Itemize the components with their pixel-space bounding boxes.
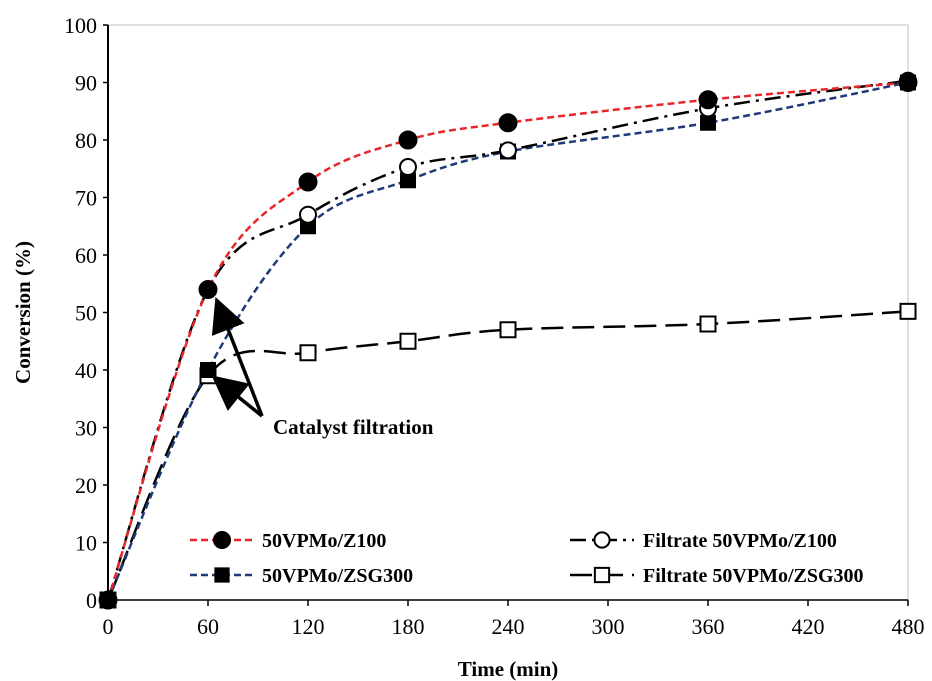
annotation-arrow xyxy=(211,375,264,418)
annotation-label: Catalyst filtration xyxy=(273,415,434,439)
legend-label: 50VPMo/Z100 xyxy=(262,530,386,552)
data-point xyxy=(198,280,218,299)
data-point xyxy=(299,205,317,224)
legend-label: 50VPMo/ZSG300 xyxy=(262,565,413,587)
y-tick-label: 30 xyxy=(75,416,97,441)
data-point xyxy=(898,73,918,92)
legend-label: Filtrate 50VPMo/Z100 xyxy=(643,530,837,552)
x-tick-label: 360 xyxy=(692,614,725,639)
data-point xyxy=(399,332,417,350)
y-tick-label: 80 xyxy=(75,128,97,153)
data-point xyxy=(398,130,418,150)
data-point xyxy=(399,158,417,177)
legend-marker xyxy=(212,530,232,550)
legend-marker xyxy=(593,566,611,584)
annotation-layer: Catalyst filtration xyxy=(211,296,434,439)
x-tick-label: 180 xyxy=(392,614,425,639)
x-tick-label: 120 xyxy=(292,614,325,639)
x-tick-label: 60 xyxy=(197,614,219,639)
legend-marker xyxy=(593,531,611,549)
y-tick-label: 100 xyxy=(64,13,97,38)
legend-label: Filtrate 50VPMo/ZSG300 xyxy=(643,565,864,587)
x-tick-label: 480 xyxy=(892,614,925,639)
data-point xyxy=(698,90,718,110)
y-tick-label: 70 xyxy=(75,186,97,211)
series-layer xyxy=(98,71,918,610)
legend: 50VPMo/Z100 Filtrate 50VPMo/Z100 50VPMo/ZS… xyxy=(190,530,864,587)
legend-item-2: 50VPMo/ZSG300 xyxy=(190,565,413,587)
legend-item-4: Filtrate 50VPMo/ZSG300 xyxy=(570,565,864,587)
y-tick-label: 60 xyxy=(75,243,97,268)
y-tick-label: 10 xyxy=(75,531,97,556)
x-axis-title: Time (min) xyxy=(458,657,559,681)
data-point xyxy=(700,114,716,131)
data-point xyxy=(98,590,118,610)
x-tick-label: 240 xyxy=(492,614,525,639)
legend-item-1: 50VPMo/Z100 xyxy=(190,530,386,552)
data-point xyxy=(298,172,318,192)
x-tick-label: 420 xyxy=(792,614,825,639)
x-tick-label: 0 xyxy=(103,614,114,639)
y-tick-label: 90 xyxy=(75,71,97,96)
data-point xyxy=(499,141,517,160)
data-point xyxy=(498,113,518,133)
axes: 0 10 20 30 40 50 60 70 80 90 100 0 60 120 180 240 300 360… xyxy=(64,13,925,639)
x-tick-label: 300 xyxy=(592,614,625,639)
data-point xyxy=(699,315,717,333)
y-tick-label: 20 xyxy=(75,473,97,498)
data-point xyxy=(899,302,917,320)
y-tick-label: 40 xyxy=(75,358,97,383)
annotation-arrow xyxy=(211,296,264,417)
y-tick-label: 0 xyxy=(86,588,97,613)
y-tick-label: 50 xyxy=(75,301,97,326)
data-point xyxy=(299,344,317,362)
series-1-markers xyxy=(98,73,918,610)
data-point xyxy=(499,321,517,339)
legend-marker xyxy=(214,567,230,583)
data-point xyxy=(200,362,216,378)
legend-item-3: Filtrate 50VPMo/Z100 xyxy=(570,530,837,552)
y-axis-title: Conversion (%) xyxy=(11,241,35,384)
